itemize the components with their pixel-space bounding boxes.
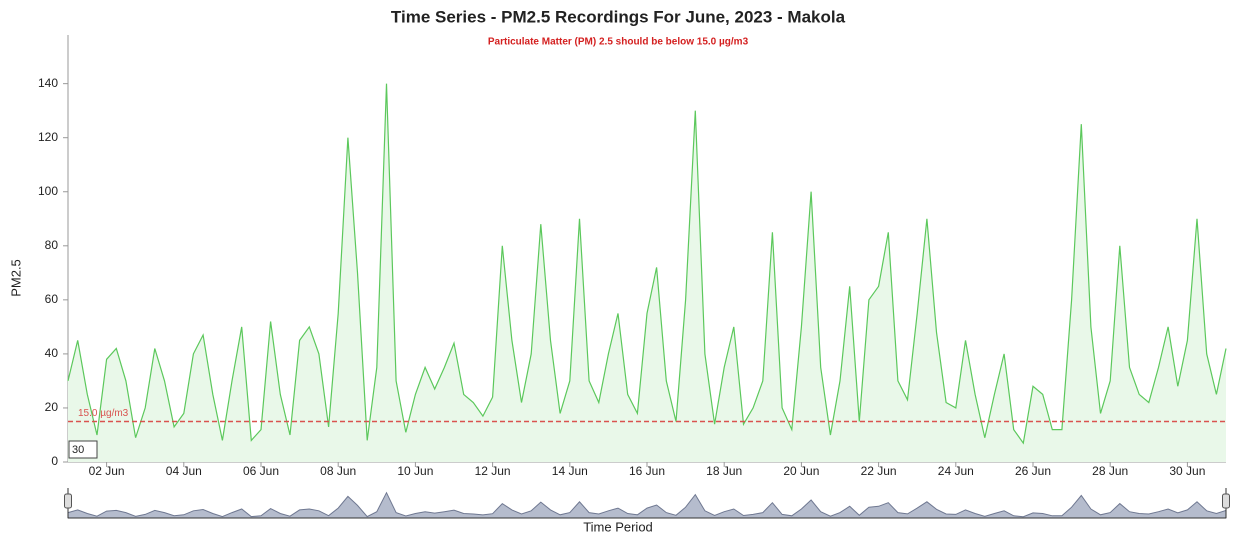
x-tick-label: 30 Jun xyxy=(1169,464,1205,478)
threshold-label: 15.0 µg/m3 xyxy=(78,408,129,419)
x-tick-label: 04 Jun xyxy=(166,464,202,478)
y-tick-label: 80 xyxy=(45,238,59,252)
x-tick-label: 18 Jun xyxy=(706,464,742,478)
series-line xyxy=(67,83,1227,445)
x-tick-label: 08 Jun xyxy=(320,464,356,478)
y-tick-label: 60 xyxy=(45,292,59,306)
x-axis-label: Time Period xyxy=(583,519,653,534)
y-tick-label: 0 xyxy=(51,454,58,468)
range-area xyxy=(67,491,1227,519)
y-tick-label: 40 xyxy=(45,346,59,360)
range-handle[interactable] xyxy=(1222,493,1230,509)
x-tick-label: 22 Jun xyxy=(861,464,897,478)
roll-period[interactable]: 30 xyxy=(72,444,84,456)
chart-title: Time Series - PM2.5 Recordings For June,… xyxy=(391,7,846,26)
area-fill xyxy=(68,83,1226,462)
range-handle[interactable] xyxy=(64,493,72,509)
x-tick-label: 02 Jun xyxy=(89,464,125,478)
roll-period-box[interactable] xyxy=(68,440,98,459)
y-axis-label: PM2.5 xyxy=(8,259,23,297)
y-tick-label: 140 xyxy=(38,76,58,90)
y-tick-label: 120 xyxy=(38,130,58,144)
chart-subtitle: Particulate Matter (PM) 2.5 should be be… xyxy=(488,37,749,48)
y-tick-label: 20 xyxy=(45,400,59,414)
x-tick-label: 20 Jun xyxy=(783,464,819,478)
x-tick-label: 06 Jun xyxy=(243,464,279,478)
x-tick-label: 16 Jun xyxy=(629,464,665,478)
x-tick-label: 12 Jun xyxy=(475,464,511,478)
x-tick-label: 10 Jun xyxy=(397,464,433,478)
x-tick-label: 24 Jun xyxy=(938,464,974,478)
x-tick-label: 26 Jun xyxy=(1015,464,1051,478)
y-tick-label: 100 xyxy=(38,184,58,198)
x-tick-label: 28 Jun xyxy=(1092,464,1128,478)
x-tick-label: 14 Jun xyxy=(552,464,588,478)
